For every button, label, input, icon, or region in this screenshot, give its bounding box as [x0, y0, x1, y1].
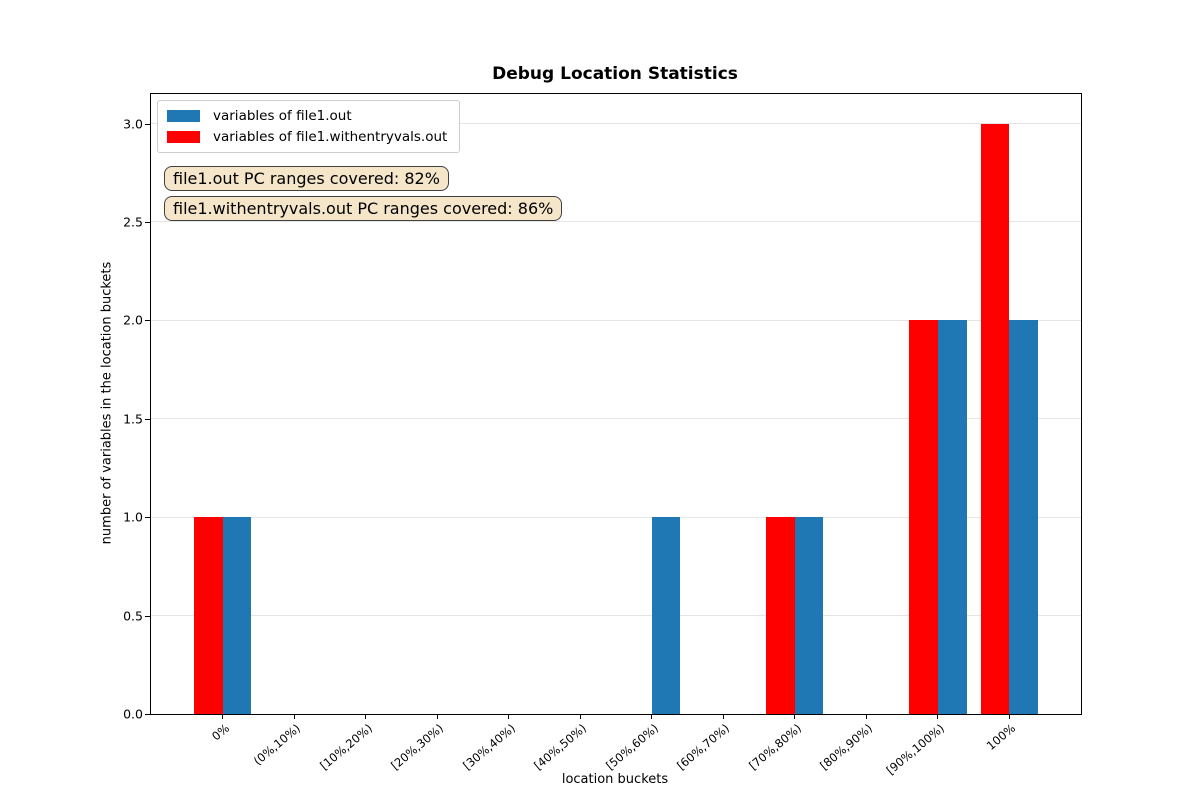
bar-blue [937, 320, 967, 714]
bar-blue [651, 517, 681, 714]
gridline [151, 123, 1081, 125]
y-tick-mark [145, 221, 150, 223]
legend-swatch [167, 110, 200, 122]
x-tick-mark [722, 714, 724, 719]
legend-item-label: variables of file1.out [213, 108, 352, 124]
x-tick-mark [794, 714, 796, 719]
gridline [151, 221, 1081, 223]
y-tick-mark [145, 615, 150, 617]
y-tick-label: 1.0 [123, 509, 143, 525]
bar-blue [794, 517, 824, 714]
x-tick-label: [30%,40%) [459, 721, 518, 773]
bar-blue [222, 517, 252, 714]
y-tick-label: 2.0 [123, 312, 143, 328]
x-tick-mark [937, 714, 939, 719]
legend-item-label: variables of file1.withentryvals.out [213, 129, 448, 145]
y-tick-label: 1.5 [123, 411, 143, 427]
annotation-box: file1.withentryvals.out PC ranges covere… [164, 196, 563, 221]
gridline [151, 615, 1081, 617]
x-tick-mark [508, 714, 510, 719]
bar-red [980, 123, 1010, 714]
x-tick-mark [865, 714, 867, 719]
annotation-box: file1.out PC ranges covered: 82% [164, 166, 449, 191]
gridline [151, 516, 1081, 518]
x-axis-label: location buckets [561, 772, 669, 787]
x-tick-label: [60%,70%) [674, 721, 733, 773]
x-tick-mark [1008, 714, 1010, 719]
y-tick-mark [145, 517, 150, 519]
legend-swatch [167, 131, 200, 143]
y-tick-label: 3.0 [123, 116, 143, 132]
y-tick-mark [145, 418, 150, 420]
bar-red [193, 517, 223, 714]
legend-item: variables of file1.out [167, 108, 447, 124]
x-tick-label: [40%,50%) [531, 721, 590, 773]
x-tick-mark [651, 714, 653, 719]
legend: variables of file1.out variables of file1… [157, 100, 461, 153]
plot-area: 0.0 0.5 1.0 1.5 2.0 2.5 3.0 0% (0%,10%) [10%,20%)… [123, 93, 1082, 777]
x-tick-label: [20%,30%) [388, 721, 447, 773]
x-tick-mark [579, 714, 581, 719]
x-tick-label: 100% [984, 721, 1019, 753]
y-tick-mark [145, 714, 150, 715]
gridline [151, 418, 1081, 420]
legend-item: variables of file1.withentryvals.out [167, 129, 447, 145]
y-tick-label: 2.5 [123, 214, 143, 230]
x-tick-label: [90%,100%) [883, 721, 947, 778]
x-tick-label: [80%,90%) [817, 721, 876, 773]
x-tick-mark [436, 714, 438, 719]
bar-red [909, 320, 938, 714]
y-tick-mark [145, 123, 150, 125]
bar-red [766, 517, 795, 714]
x-tick-mark [293, 714, 295, 719]
x-tick-label: (0%,10%) [250, 721, 304, 769]
gridline [151, 319, 1081, 321]
y-tick-label: 0.5 [123, 608, 143, 624]
chart-title: Debug Location Statistics [492, 64, 738, 84]
y-tick-label: 0.0 [123, 706, 143, 722]
y-tick-mark [145, 320, 150, 322]
x-tick-label: 0% [208, 721, 232, 744]
x-tick-label: [10%,20%) [316, 721, 375, 773]
x-tick-mark [222, 714, 224, 719]
x-tick-mark [365, 714, 367, 719]
x-tick-label: [50%,60%) [602, 721, 661, 773]
y-axis-label: number of variables in the location buck… [99, 261, 115, 545]
bar-blue [1009, 320, 1039, 714]
x-tick-label: [70%,80%) [746, 721, 804, 773]
